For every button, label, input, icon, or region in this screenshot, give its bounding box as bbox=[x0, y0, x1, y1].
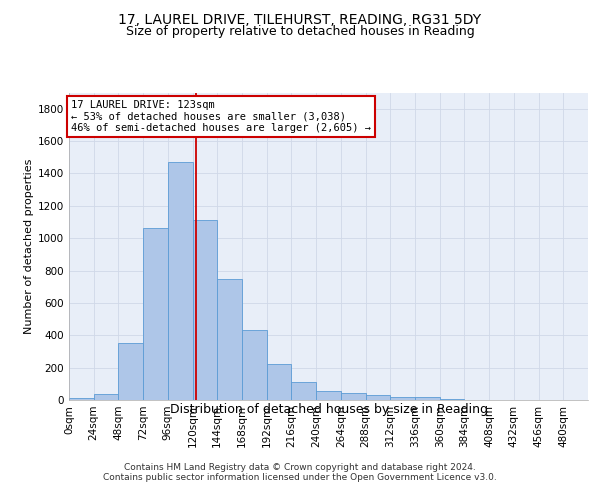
Bar bbox=[242, 330, 267, 400]
Text: Distribution of detached houses by size in Reading: Distribution of detached houses by size … bbox=[170, 402, 488, 415]
Bar bbox=[267, 364, 292, 400]
Bar bbox=[390, 397, 415, 400]
Bar bbox=[292, 382, 316, 400]
Text: Contains public sector information licensed under the Open Government Licence v3: Contains public sector information licen… bbox=[103, 472, 497, 482]
Text: 17 LAUREL DRIVE: 123sqm
← 53% of detached houses are smaller (3,038)
46% of semi: 17 LAUREL DRIVE: 123sqm ← 53% of detache… bbox=[71, 100, 371, 133]
Bar bbox=[193, 220, 217, 400]
Bar bbox=[365, 395, 390, 400]
Text: Contains HM Land Registry data © Crown copyright and database right 2024.: Contains HM Land Registry data © Crown c… bbox=[124, 462, 476, 471]
Bar bbox=[440, 399, 464, 400]
Bar bbox=[69, 398, 94, 400]
Text: 17, LAUREL DRIVE, TILEHURST, READING, RG31 5DY: 17, LAUREL DRIVE, TILEHURST, READING, RG… bbox=[118, 12, 482, 26]
Bar bbox=[341, 392, 365, 400]
Text: Size of property relative to detached houses in Reading: Size of property relative to detached ho… bbox=[125, 25, 475, 38]
Bar bbox=[415, 397, 440, 400]
Y-axis label: Number of detached properties: Number of detached properties bbox=[24, 158, 34, 334]
Bar bbox=[143, 228, 168, 400]
Bar bbox=[94, 394, 118, 400]
Bar bbox=[168, 162, 193, 400]
Bar bbox=[316, 391, 341, 400]
Bar bbox=[217, 278, 242, 400]
Bar bbox=[118, 342, 143, 400]
